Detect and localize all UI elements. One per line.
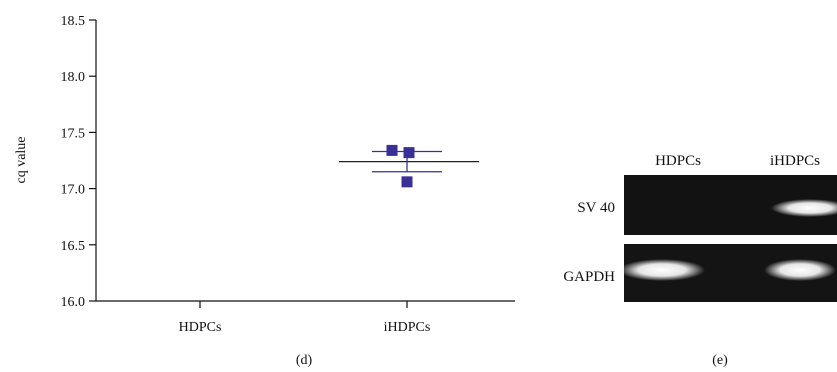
gel-band xyxy=(771,199,837,217)
x-tick-label-ihdpcs: iHDPCs xyxy=(384,320,431,335)
cq-value-chart: 16.0 16.5 17.0 17.5 18.0 18.5 HDPCs iHDPCs cq … xyxy=(14,14,515,368)
y-tick-label: 16.0 xyxy=(61,295,86,310)
gel-lane-label-ihdpcs: iHDPCs xyxy=(770,153,820,169)
gel-row-label-sv40: SV 40 xyxy=(577,200,615,216)
y-tick-label: 17.5 xyxy=(61,126,86,141)
data-point xyxy=(403,147,415,159)
panel-label-d: (d) xyxy=(296,353,313,368)
gel-panel: HDPCs iHDPCs SV 40 GAPDH (e) xyxy=(563,153,837,368)
y-tick-label: 18.5 xyxy=(61,14,86,29)
y-axis-title: cq value xyxy=(14,136,29,183)
panel-label-e: (e) xyxy=(712,353,728,368)
data-point xyxy=(386,144,398,156)
data-point xyxy=(401,176,413,188)
gel-band xyxy=(619,259,705,281)
gel-row-label-gapdh: GAPDH xyxy=(563,269,615,285)
gel-lane-label-hdpcs: HDPCs xyxy=(655,153,701,169)
x-tick-label-hdpcs: HDPCs xyxy=(179,320,222,335)
y-tick-label: 18.0 xyxy=(61,70,86,85)
y-tick-label: 17.0 xyxy=(61,183,86,198)
y-tick-label: 16.5 xyxy=(61,239,86,254)
gel-band xyxy=(764,259,836,281)
